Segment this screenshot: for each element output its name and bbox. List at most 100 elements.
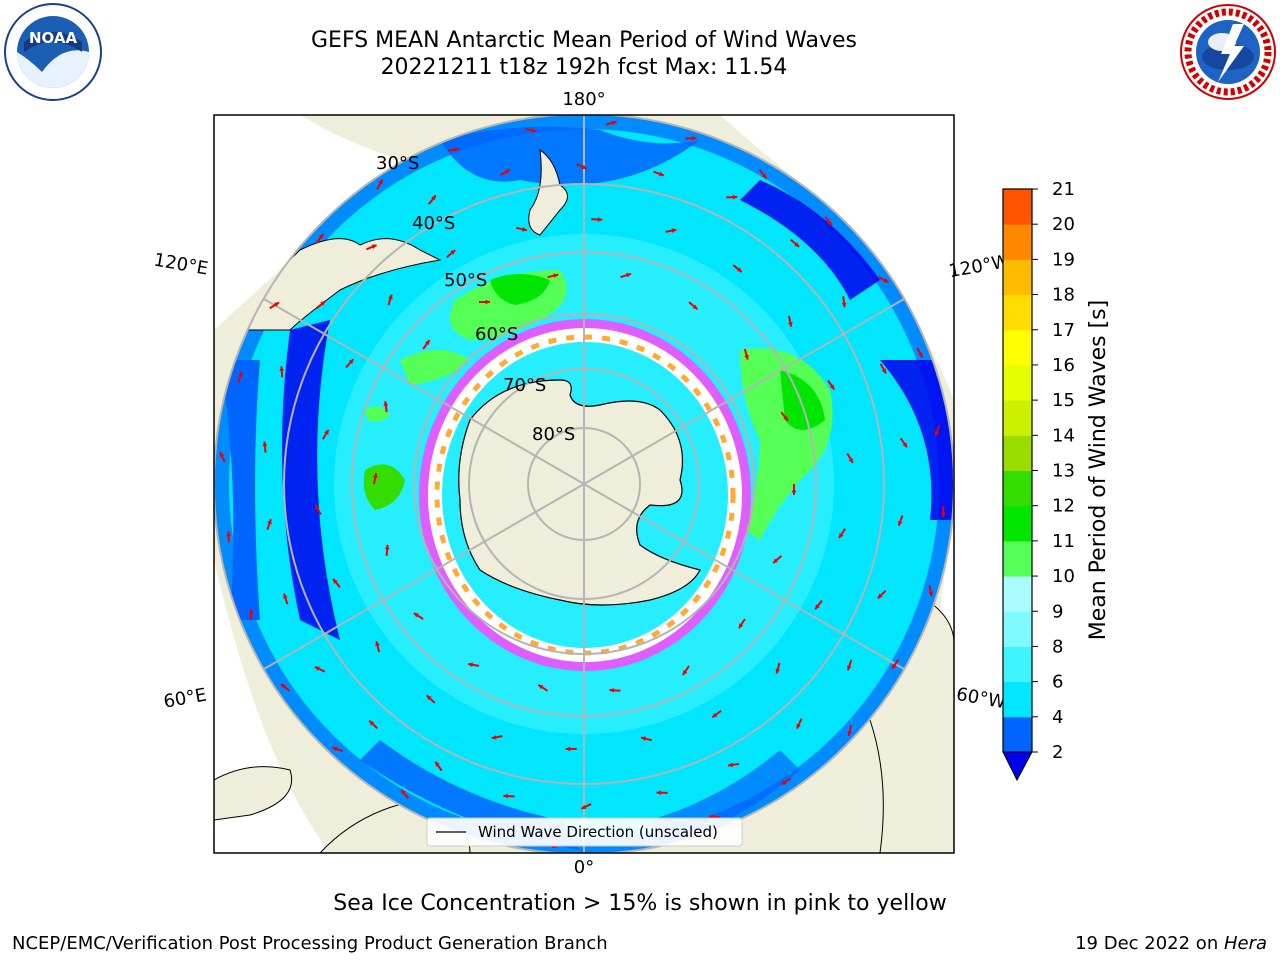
colorbar-extend-arrow [1002,751,1033,782]
wave-arrow-head [324,429,329,435]
wave-arrow-head [503,793,508,799]
noaa-logo: NOAA [4,3,102,101]
lon-label-120w: 120°W [947,251,1011,282]
colorbar-swatch [1003,364,1032,401]
wave-arrow-head [934,430,940,436]
wave-arrow-head [902,442,907,448]
chart-subtitle: 20221211 t18z 192h fcst Max: 11.54 [380,55,788,80]
colorbar-tick-label: 18 [1052,285,1075,306]
wave-arrow-head [658,171,664,177]
wave-arrow-head [581,164,587,170]
wave-arrow-head [320,301,326,306]
wave-arrow-head [318,233,324,239]
wave-arrow-head [450,250,456,255]
lat-label-60s: 60°S [475,324,518,345]
colorbar-swatch [1003,400,1032,436]
lat-label-50s: 50°S [444,270,487,291]
colorbar: 2 4 6 8 9 10 11 12 13 14 15 16 17 18 19 20 21 Mean Perio… [1002,179,1111,782]
nws-logo [1180,4,1276,100]
colorbar-swatch [1003,435,1032,471]
wave-arrow-head [671,228,677,233]
wave-arrow-head [332,746,338,752]
colorbar-swatch [1003,329,1032,366]
wave-arrow-head [609,687,615,693]
wave-arrow-head [565,746,571,752]
lon-label-60w: 60°W [955,684,1008,713]
colorbar-tick-label: 15 [1052,390,1075,411]
wave-arrow-head [468,662,473,668]
wave-arrow-head [372,473,378,478]
wave-arrow-head [775,668,781,674]
lat-label-80s: 80°S [532,424,575,445]
wave-arrow-head [656,790,662,796]
colorbar-swatch [1003,224,1032,260]
wave-arrow-head [348,359,354,365]
wave-arrow-head [581,804,587,810]
wave-arrow-head [485,299,490,305]
map-legend: Wind Wave Direction (unscaled) [426,817,743,847]
colorbar-tick-label: 2 [1052,742,1063,763]
chart-title: GEFS MEAN Antarctic Mean Period of Wind … [311,28,857,53]
wave-arrow-head [738,623,744,629]
wave-arrow-head [892,663,897,669]
wave-arrow-head [847,665,852,671]
wave-arrow-head [611,120,617,126]
colorbar-swatch [1003,540,1032,577]
wave-arrow-head [426,695,432,701]
wave-arrow-head [928,591,934,597]
colorbar-tick-label: 17 [1052,320,1075,341]
wave-arrow-head [918,352,923,358]
colorbar-tick-label: 9 [1052,601,1063,622]
wave-arrow-head [794,242,800,247]
wave-arrow-head [728,762,733,768]
colorbar-swatch [1003,259,1032,296]
wave-arrow-head [280,683,286,689]
lon-label-180: 180° [562,89,605,110]
colorbar-swatch [1003,576,1032,612]
wave-arrow-head [827,220,832,226]
colorbar-tick-label: 12 [1052,496,1075,517]
wave-arrow-head [791,490,797,495]
colorbar-swatch [1003,470,1032,507]
colorbar-tick-label: 4 [1052,707,1063,728]
lat-label-40s: 40°S [412,213,455,234]
wave-arrow-head [371,244,377,249]
wave-arrow-head [425,340,430,346]
colorbar-tick-label: 21 [1052,179,1075,200]
svg-text:NOAA: NOAA [29,29,78,47]
wave-arrow-head [491,734,497,740]
credit-right: 19 Dec 2022 on Hera [1075,933,1267,955]
wave-arrow-head [315,504,320,510]
wave-arrow-head [431,195,436,201]
wave-arrow-head [787,321,793,327]
wave-arrow-head [712,712,718,718]
wave-arrow-head [279,366,285,371]
wave-arrow-head [538,684,544,690]
wave-arrow-head [691,135,697,141]
wave-arrow-head [267,519,272,525]
map-frame [213,114,955,854]
wave-arrow-head [682,670,688,676]
wave-arrow-head [848,457,853,463]
wave-arrow-head [626,272,631,278]
wave-arrow-head [783,416,788,421]
wave-arrow-head [413,613,419,618]
colorbar-swatch [1003,189,1032,225]
wave-arrow-head [401,789,406,795]
wave-arrow-head [597,217,603,222]
wave-arrow-head [369,720,375,726]
wave-arrow-head [732,194,738,200]
colorbar-swatch [1003,716,1032,753]
wave-arrow-head [226,531,232,536]
wave-arrow-head [841,302,847,308]
wave-arrow-head [781,780,787,785]
credit-left: NCEP/EMC/Verification Post Processing Pr… [12,933,608,954]
lat-label-30s: 30°S [376,153,419,174]
colorbar-tick-label: 13 [1052,461,1075,482]
credit-host: Hera [1223,933,1267,954]
lon-label-60e: 60°E [162,684,208,712]
wave-arrow-head [384,544,390,550]
colorbar-tick-label: 19 [1052,249,1075,270]
wave-arrow-head [881,368,886,374]
